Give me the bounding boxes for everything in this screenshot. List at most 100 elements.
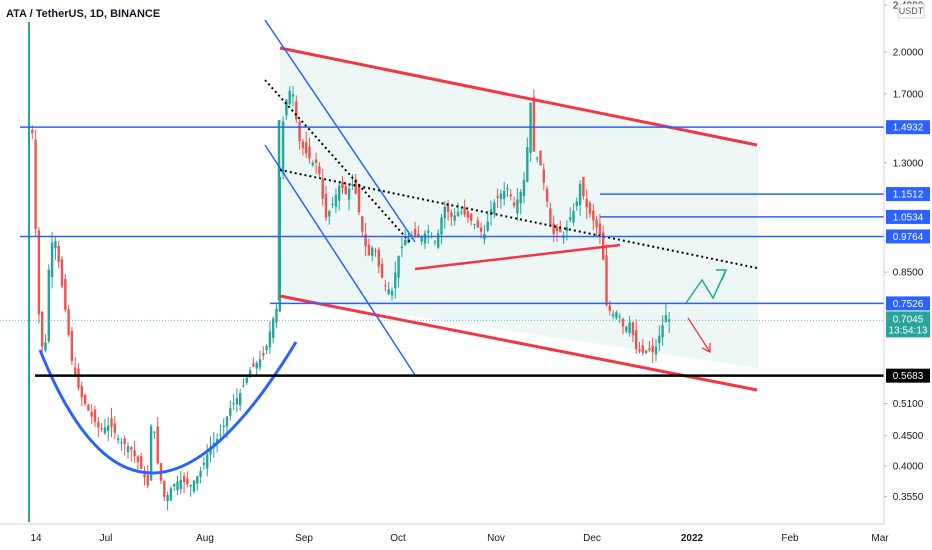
candle-body — [460, 211, 463, 213]
candle-body — [367, 244, 371, 256]
level-badge-3 — [886, 229, 930, 244]
candle-body — [446, 204, 450, 212]
y-tick-label-8: 0.3550 — [893, 492, 924, 503]
candle-body — [552, 223, 555, 235]
candle-body — [427, 230, 430, 233]
candle-body — [496, 196, 499, 198]
candle-body — [232, 403, 235, 405]
candle-body — [97, 421, 100, 428]
level-badge-label-4: 0.7526 — [893, 299, 924, 310]
x-tick-label-4: Oct — [390, 533, 406, 544]
y-tick-label-6: 0.4500 — [893, 431, 924, 442]
candle-body — [651, 345, 654, 353]
level-badge-label-1: 1.1512 — [893, 190, 924, 201]
candle-body — [248, 370, 252, 378]
candle-body — [324, 194, 328, 218]
candle-body — [390, 290, 394, 296]
bearish-projection-arrow — [687, 317, 711, 353]
candle-body — [354, 178, 357, 194]
candle-body — [341, 181, 344, 188]
candle-body — [120, 442, 123, 444]
candle-body — [549, 208, 552, 225]
candle-body — [57, 245, 60, 262]
candle-body — [288, 90, 291, 105]
candle-body — [192, 480, 196, 492]
candle-body — [272, 318, 275, 338]
candle-body — [585, 198, 588, 208]
candle-body — [93, 409, 97, 422]
candle-body — [413, 228, 417, 237]
bullish-arrowhead — [716, 269, 728, 281]
candle-body — [542, 169, 545, 183]
candle-body — [433, 241, 437, 243]
current-price-badge — [886, 311, 930, 338]
dotted-trend-shallow — [279, 169, 758, 269]
candle-body — [361, 216, 364, 232]
candle-body — [664, 315, 668, 323]
candle-body — [186, 478, 189, 485]
candle-body — [146, 474, 149, 486]
candle-body — [338, 185, 341, 201]
y-tick-label-2: 1.7000 — [893, 89, 924, 100]
y-tick-label-7: 0.4000 — [893, 462, 924, 473]
level-badge-label-0: 1.4932 — [893, 123, 924, 134]
candle-body — [479, 227, 483, 232]
x-tick-label-0: 14 — [30, 533, 42, 544]
candle-body — [182, 476, 186, 483]
x-tick-label-6: Dec — [583, 533, 601, 544]
candle-body — [41, 311, 44, 347]
y-tick-label-1: 2.0000 — [893, 48, 924, 59]
x-tick-label-5: Nov — [487, 533, 505, 544]
candle-body — [453, 215, 456, 221]
candle-body — [67, 309, 70, 336]
candle-body — [156, 426, 159, 464]
candle-body — [334, 194, 338, 207]
level-badge-1 — [886, 187, 930, 202]
level-badge-label-2: 1.0534 — [893, 212, 924, 223]
level-badge-2 — [886, 209, 930, 224]
candle-body — [377, 249, 380, 267]
candle-body — [351, 184, 354, 186]
candle-body — [314, 159, 318, 163]
candle-body — [87, 404, 90, 411]
level-badge-label-5: 0.5683 — [893, 371, 924, 382]
candle-body — [559, 228, 562, 233]
unit-label: USDT — [899, 6, 924, 16]
x-tick-label-7: 2022 — [681, 533, 704, 544]
candle-body — [202, 462, 206, 465]
candle-body — [661, 325, 664, 338]
candle-body — [516, 199, 519, 214]
candle-body — [189, 485, 192, 487]
dotted-trend-steep — [264, 79, 411, 243]
wedge-lower-line — [264, 144, 416, 376]
candle-body — [522, 180, 526, 196]
candle-body — [371, 247, 374, 256]
candle-body — [80, 386, 83, 398]
candle-body — [199, 471, 202, 478]
candle-body — [252, 363, 255, 367]
candle-body — [331, 204, 334, 206]
candle-body — [635, 329, 638, 350]
candle-body — [536, 158, 539, 160]
candle-body — [318, 166, 321, 174]
y-tick-label-4: 0.8500 — [893, 268, 924, 279]
x-tick-label-8: Feb — [781, 533, 799, 544]
candle-body — [123, 438, 126, 445]
candle-body — [470, 213, 473, 221]
candle-body — [512, 202, 516, 206]
candle-body — [503, 190, 506, 199]
candle-body — [222, 425, 225, 428]
candle-body — [245, 377, 248, 383]
candle-body — [456, 212, 460, 216]
candle-body — [219, 434, 222, 436]
candle-body — [555, 227, 559, 232]
candle-body — [116, 438, 120, 441]
candle-body — [169, 488, 173, 501]
candle-body — [281, 121, 285, 174]
y-tick-label-3: 1.3000 — [893, 158, 924, 169]
candle-body — [466, 211, 470, 218]
candle-body — [565, 226, 569, 232]
candle-body — [450, 212, 453, 217]
